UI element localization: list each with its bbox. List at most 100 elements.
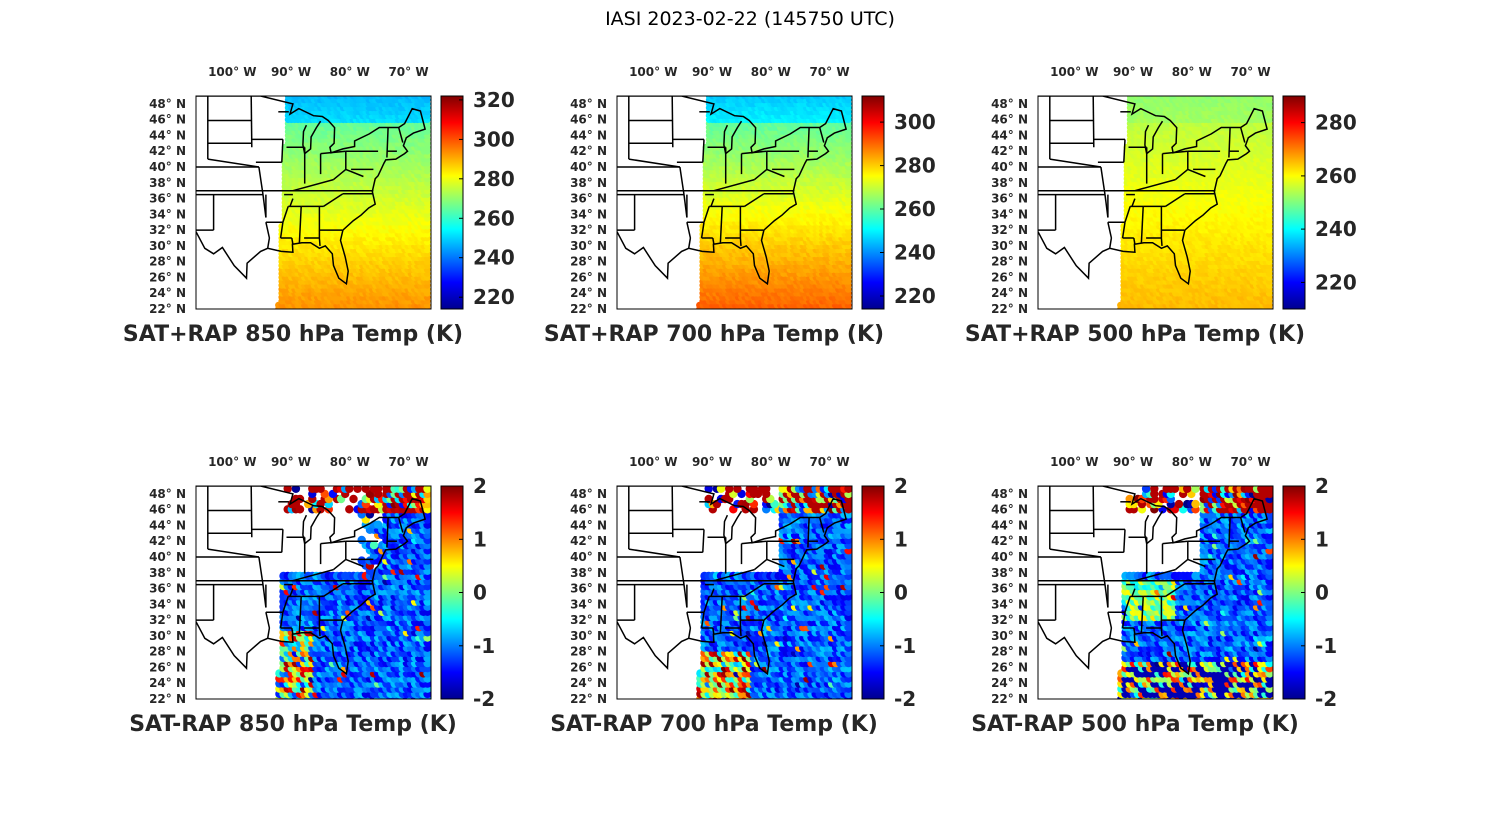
state-border [262, 584, 267, 608]
axes-frame [1037, 485, 1274, 700]
state-border [282, 596, 289, 613]
state-border [1165, 193, 1186, 208]
lon-tick-label: 70° W [809, 65, 849, 79]
lat-tick-label: 30° N [149, 629, 186, 643]
state-border [207, 548, 260, 558]
lat-tick-label: 42° N [149, 534, 186, 548]
michigan-outline [1144, 510, 1164, 545]
lat-tick-label: 46° N [570, 503, 607, 517]
lat-tick-label: 40° N [991, 550, 1028, 564]
colorbar-tick-label: 240 [894, 241, 936, 265]
state-border [333, 168, 347, 181]
state-border [281, 139, 284, 163]
lat-tick-label: 28° N [149, 645, 186, 659]
state-borders [1038, 486, 1269, 676]
state-border [1175, 558, 1189, 571]
data-swath [275, 96, 431, 309]
state-border [766, 558, 785, 568]
state-border [292, 178, 334, 192]
state-border [250, 486, 253, 538]
state-border [1160, 627, 1163, 636]
lat-tick-label: 44° N [570, 128, 607, 142]
state-border [386, 127, 389, 158]
colorbar-tick-label: 1 [473, 527, 487, 551]
state-border [628, 548, 681, 558]
state-border [265, 222, 271, 239]
colorbar-tick-label: 1 [894, 527, 908, 551]
lat-tick-label: 36° N [991, 582, 1028, 596]
state-border [1134, 178, 1176, 192]
colorbar-tick-label: 220 [1315, 270, 1357, 294]
coastline [196, 96, 427, 286]
state-border [1121, 612, 1126, 629]
map-panel-1: 100° W 90° W 80° W 70° W 48° N 46° N44° N 42° … [123, 65, 515, 347]
colorbar [440, 95, 464, 310]
lat-tick-label: 40° N [570, 160, 607, 174]
lat-tick-label: 40° N [991, 160, 1028, 174]
colorbar-tick-label: -2 [894, 687, 916, 711]
lat-tick-label: 26° N [991, 270, 1028, 284]
state-border [1123, 139, 1126, 163]
lat-tick-label: 46° N [991, 113, 1028, 127]
state-border [628, 158, 681, 168]
colorbar-tick-label: 1 [1315, 527, 1329, 551]
state-border [282, 206, 289, 223]
state-border [741, 540, 767, 545]
lat-tick-label: 22° N [149, 302, 186, 316]
colorbar-tick-label: 2 [894, 474, 908, 498]
lat-tick-label: 48° N [149, 97, 186, 111]
map-panel-6: 100° W 90° W 80° W 70° W 48° N 46° N44° N 42° … [971, 455, 1337, 737]
state-border [1108, 627, 1113, 639]
state-border [1121, 222, 1126, 239]
lat-tick-label: 28° N [991, 645, 1028, 659]
lat-tick-label: 36° N [149, 582, 186, 596]
lat-tick-label: 38° N [149, 176, 186, 190]
state-border [320, 540, 346, 545]
lon-tick-label: 80° W [1172, 65, 1212, 79]
colorbar-tick-label: 240 [473, 246, 515, 270]
state-border [265, 612, 271, 629]
state-border [318, 627, 321, 636]
lat-tick-label: 42° N [991, 534, 1028, 548]
state-border [266, 237, 271, 249]
lat-tick-label: 42° N [149, 144, 186, 158]
state-border [258, 166, 264, 195]
state-border [710, 198, 715, 207]
lat-tick-label: 28° N [149, 255, 186, 269]
lon-tick-label: 100° W [629, 455, 677, 469]
state-border [1134, 568, 1176, 582]
state-border [1187, 558, 1206, 568]
colorbar-tick-label: 300 [894, 110, 936, 134]
colorbar-tick-label: 2 [473, 474, 487, 498]
lon-tick-label: 80° W [751, 65, 791, 79]
lat-tick-label: 40° N [149, 160, 186, 174]
state-border [702, 529, 705, 553]
map-panel-3: 100° W 90° W 80° W 70° W 48° N 46° N44° N 42° … [965, 65, 1357, 347]
state-border [320, 150, 346, 155]
lon-tick-label: 100° W [629, 65, 677, 79]
state-border [1100, 556, 1106, 585]
lon-tick-label: 90° W [692, 455, 732, 469]
state-border [1228, 127, 1231, 158]
state-border [333, 558, 347, 571]
lat-tick-label: 48° N [570, 487, 607, 501]
state-border [345, 558, 364, 568]
state-border [397, 517, 404, 533]
lon-tick-label: 80° W [330, 65, 370, 79]
lat-tick-label: 44° N [991, 518, 1028, 532]
state-border [1165, 583, 1186, 598]
state-border [289, 588, 294, 597]
colorbar-tick-label: 260 [473, 206, 515, 230]
lat-tick-label: 44° N [991, 128, 1028, 142]
colorbar-tick-label: 0 [473, 581, 487, 605]
axes-frame [195, 95, 432, 310]
lon-tick-label: 70° W [809, 455, 849, 469]
colorbar [861, 95, 885, 310]
state-border [710, 588, 715, 597]
lat-tick-label: 46° N [991, 503, 1028, 517]
colorbar-tick-label: 220 [894, 284, 936, 308]
state-border [1107, 612, 1113, 629]
lat-tick-label: 34° N [570, 597, 607, 611]
panel-title: SAT-RAP 850 hPa Temp (K) [129, 712, 457, 737]
state-border [258, 556, 264, 585]
